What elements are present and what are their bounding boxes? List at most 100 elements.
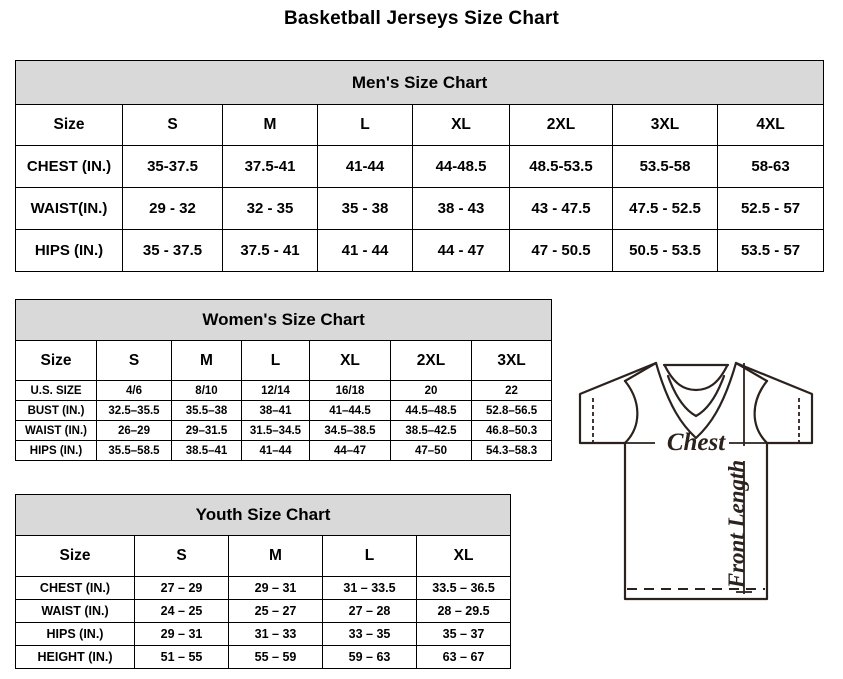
youth-cell-chest-l: 31 – 33.5	[322, 576, 417, 600]
womens-header-cell-6: 3XL	[470, 340, 553, 381]
mens-header-cell-7: 4XL	[716, 104, 825, 146]
mens-cell-hips-l: 41 - 44	[317, 229, 413, 272]
womens-cell-bust-m: 35.5–38	[171, 400, 242, 421]
womens-header-cell-1: S	[96, 340, 172, 381]
womens-size-chart-table: Women's Size Chart Size S M L XL 2XL 3XL…	[14, 299, 553, 461]
table-row: HIPS (IN.) 35.5–58.5 38.5–41 41–44 44–47…	[15, 440, 553, 461]
youth-cell-chest-xl: 33.5 – 36.5	[415, 576, 512, 600]
youth-row-label-height: HEIGHT (IN.)	[15, 645, 135, 669]
table-row: HIPS (IN.) 29 – 31 31 – 33 33 – 35 35 – …	[15, 622, 512, 646]
womens-cell-hips-l: 41–44	[241, 440, 310, 461]
womens-cell-us-size-xl: 16/18	[309, 380, 391, 401]
table-row: WAIST (IN.) 26–29 29–31.5 31.5–34.5 34.5…	[15, 420, 553, 441]
womens-header-cell-3: L	[241, 340, 310, 381]
mens-header-cell-1: S	[122, 104, 223, 146]
womens-header-cell-0: Size	[15, 340, 97, 381]
table-row: HEIGHT (IN.) 51 – 55 55 – 59 59 – 63 63 …	[15, 645, 512, 669]
youth-cell-chest-m: 29 – 31	[228, 576, 323, 600]
youth-cell-height-m: 55 – 59	[228, 645, 323, 669]
mens-band-row: Men's Size Chart	[14, 60, 825, 105]
mens-header-cell-5: 2XL	[509, 104, 613, 146]
table-row: U.S. SIZE 4/6 8/10 12/14 16/18 20 22	[15, 380, 553, 401]
youth-band-row: Youth Size Chart	[14, 494, 512, 536]
mens-cell-waist-3xl: 47.5 - 52.5	[612, 187, 718, 230]
womens-cell-us-size-m: 8/10	[171, 380, 242, 401]
mens-cell-chest-s: 35-37.5	[122, 145, 223, 188]
womens-row-label-us-size: U.S. SIZE	[15, 380, 97, 401]
youth-cell-hips-xl: 35 – 37	[415, 622, 512, 646]
womens-row-label-waist: WAIST (IN.)	[15, 420, 97, 441]
womens-row-label-hips: HIPS (IN.)	[15, 440, 97, 461]
chest-label: Chest	[667, 429, 726, 456]
mens-cell-chest-l: 41-44	[317, 145, 413, 188]
womens-header-cell-2: M	[171, 340, 242, 381]
mens-cell-hips-2xl: 47 - 50.5	[509, 229, 613, 272]
womens-cell-us-size-l: 12/14	[241, 380, 310, 401]
table-row: WAIST (IN.) 24 – 25 25 – 27 27 – 28 28 –…	[15, 599, 512, 623]
womens-cell-hips-s: 35.5–58.5	[96, 440, 172, 461]
womens-cell-hips-m: 38.5–41	[171, 440, 242, 461]
youth-cell-hips-l: 33 – 35	[322, 622, 417, 646]
mens-band-title: Men's Size Chart	[14, 60, 825, 105]
womens-cell-waist-2xl: 38.5–42.5	[390, 420, 472, 441]
youth-size-chart-table: Youth Size Chart Size S M L XL CHEST (IN…	[14, 494, 512, 669]
youth-cell-waist-m: 25 – 27	[228, 599, 323, 623]
mens-cell-chest-xl: 44-48.5	[412, 145, 510, 188]
youth-cell-height-xl: 63 – 67	[415, 645, 512, 669]
womens-cell-hips-2xl: 47–50	[390, 440, 472, 461]
youth-cell-height-s: 51 – 55	[134, 645, 229, 669]
womens-cell-waist-xl: 34.5–38.5	[309, 420, 391, 441]
mens-header-row: Size S M L XL 2XL 3XL 4XL	[15, 104, 825, 146]
mens-row-label-chest: CHEST (IN.)	[15, 145, 123, 188]
jersey-svg: Chest Front Length	[578, 361, 814, 601]
mens-cell-chest-4xl: 58-63	[716, 145, 825, 188]
womens-cell-us-size-2xl: 20	[390, 380, 472, 401]
mens-cell-waist-s: 29 - 32	[122, 187, 223, 230]
front-length-label: Front Length	[724, 460, 749, 589]
table-row: CHEST (IN.) 35-37.5 37.5-41 41-44 44-48.…	[15, 145, 825, 188]
mens-cell-chest-2xl: 48.5-53.5	[509, 145, 613, 188]
mens-size-chart-table: Men's Size Chart Size S M L XL 2XL 3XL 4…	[14, 60, 825, 272]
table-row: CHEST (IN.) 27 – 29 29 – 31 31 – 33.5 33…	[15, 576, 512, 600]
mens-row-label-hips: HIPS (IN.)	[15, 229, 123, 272]
womens-row-label-bust: BUST (IN.)	[15, 400, 97, 421]
youth-header-cell-3: L	[322, 535, 417, 577]
mens-cell-waist-l: 35 - 38	[317, 187, 413, 230]
mens-cell-waist-xl: 38 - 43	[412, 187, 510, 230]
youth-header-cell-1: S	[134, 535, 229, 577]
jersey-outline-icon	[578, 361, 814, 601]
mens-cell-hips-xl: 44 - 47	[412, 229, 510, 272]
youth-cell-waist-xl: 28 – 29.5	[415, 599, 512, 623]
mens-cell-waist-m: 32 - 35	[222, 187, 318, 230]
mens-cell-hips-m: 37.5 - 41	[222, 229, 318, 272]
youth-cell-hips-m: 31 – 33	[228, 622, 323, 646]
youth-cell-hips-s: 29 – 31	[134, 622, 229, 646]
womens-band-row: Women's Size Chart	[14, 299, 553, 341]
womens-cell-waist-s: 26–29	[96, 420, 172, 441]
womens-band-title: Women's Size Chart	[14, 299, 553, 341]
mens-cell-hips-4xl: 53.5 - 57	[716, 229, 825, 272]
youth-cell-chest-s: 27 – 29	[134, 576, 229, 600]
youth-band-title: Youth Size Chart	[14, 494, 512, 536]
womens-cell-waist-m: 29–31.5	[171, 420, 242, 441]
womens-header-cell-5: 2XL	[390, 340, 472, 381]
womens-cell-bust-3xl: 52.8–56.5	[470, 400, 553, 421]
mens-cell-chest-3xl: 53.5-58	[612, 145, 718, 188]
page-title: Basketball Jerseys Size Chart	[283, 8, 560, 29]
jersey-measurement-diagram: Chest Front Length	[556, 346, 836, 666]
womens-header-cell-4: XL	[309, 340, 391, 381]
youth-header-cell-2: M	[228, 535, 323, 577]
table-row: WAIST(IN.) 29 - 32 32 - 35 35 - 38 38 - …	[15, 187, 825, 230]
mens-cell-waist-2xl: 43 - 47.5	[509, 187, 613, 230]
womens-cell-us-size-s: 4/6	[96, 380, 172, 401]
mens-row-label-waist: WAIST(IN.)	[15, 187, 123, 230]
youth-row-label-chest: CHEST (IN.)	[15, 576, 135, 600]
table-row: BUST (IN.) 32.5–35.5 35.5–38 38–41 41–44…	[15, 400, 553, 421]
womens-cell-waist-3xl: 46.8–50.3	[470, 420, 553, 441]
womens-cell-bust-l: 38–41	[241, 400, 310, 421]
youth-row-label-waist: WAIST (IN.)	[15, 599, 135, 623]
mens-cell-chest-m: 37.5-41	[222, 145, 318, 188]
mens-header-cell-4: XL	[412, 104, 510, 146]
table-row: HIPS (IN.) 35 - 37.5 37.5 - 41 41 - 44 4…	[15, 229, 825, 272]
mens-cell-waist-4xl: 52.5 - 57	[716, 187, 825, 230]
